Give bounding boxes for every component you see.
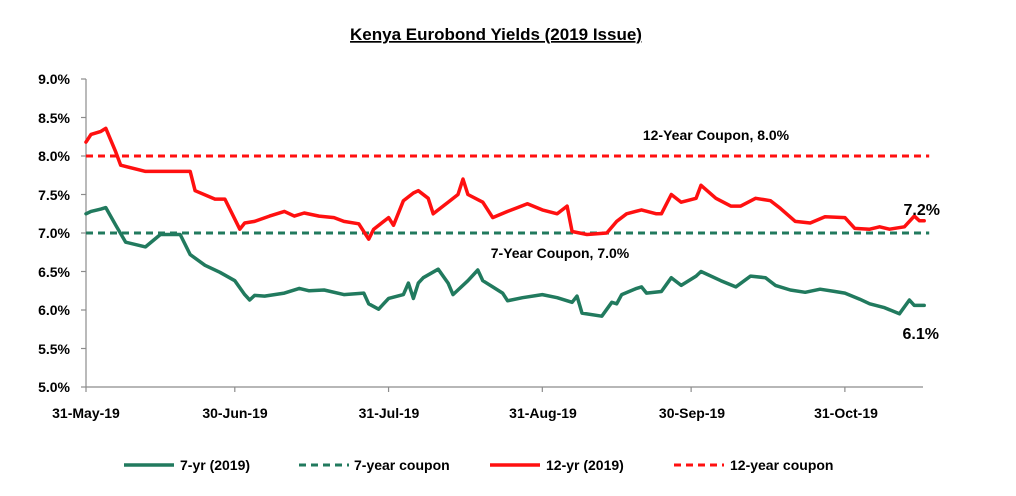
y-tick-label: 9.0% <box>38 71 70 87</box>
legend-label-7yr: 7-yr (2019) <box>180 457 250 473</box>
y-tick-label: 8.0% <box>38 148 70 164</box>
legend-label-12yr: 12-yr (2019) <box>546 457 624 473</box>
end-label-7yr: 6.1% <box>903 326 939 343</box>
x-tick-label: 31-May-19 <box>52 405 120 421</box>
coupon-12yr-annotation: 12-Year Coupon, 8.0% <box>643 127 790 143</box>
series-layer <box>84 126 930 318</box>
y-tick-label: 8.5% <box>38 110 70 126</box>
legend: 7-yr (2019) 7-year coupon 12-yr (2019) 1… <box>124 457 833 473</box>
legend-label-7yr-coupon: 7-year coupon <box>354 457 450 473</box>
y-tick-label: 7.5% <box>38 187 70 203</box>
y-tick-label: 5.5% <box>38 341 70 357</box>
chart-title: Kenya Eurobond Yields (2019 Issue) <box>350 25 642 44</box>
series-line-7-yr-2019 <box>84 205 926 318</box>
y-tick-label: 5.0% <box>38 379 70 395</box>
coupon-7yr-annotation: 7-Year Coupon, 7.0% <box>491 245 630 261</box>
x-tick-label: 31-Aug-19 <box>509 405 577 421</box>
x-tick-label: 31-Oct-19 <box>814 405 878 421</box>
y-tick-label: 7.0% <box>38 225 70 241</box>
end-label-12yr: 7.2% <box>904 202 940 219</box>
y-tick-label: 6.0% <box>38 302 70 318</box>
x-tick-label: 31-Jul-19 <box>359 405 420 421</box>
x-tick-label: 30-Sep-19 <box>659 405 725 421</box>
x-tick-label: 30-Jun-19 <box>202 405 268 421</box>
y-tick-label: 6.5% <box>38 264 70 280</box>
series-line-12-yr-2019 <box>84 126 926 241</box>
legend-label-12yr-coupon: 12-year coupon <box>730 457 833 473</box>
